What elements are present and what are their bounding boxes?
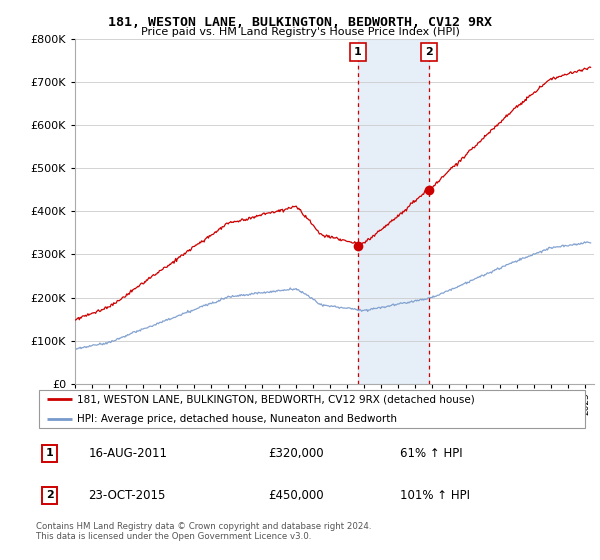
Text: 1: 1 <box>46 449 53 458</box>
Text: 23-OCT-2015: 23-OCT-2015 <box>88 489 166 502</box>
Text: 61% ↑ HPI: 61% ↑ HPI <box>400 447 463 460</box>
Text: HPI: Average price, detached house, Nuneaton and Bedworth: HPI: Average price, detached house, Nune… <box>77 414 397 424</box>
Text: Price paid vs. HM Land Registry's House Price Index (HPI): Price paid vs. HM Land Registry's House … <box>140 27 460 37</box>
Text: 1: 1 <box>354 47 362 57</box>
Text: 101% ↑ HPI: 101% ↑ HPI <box>400 489 470 502</box>
FancyBboxPatch shape <box>39 390 585 428</box>
Text: 181, WESTON LANE, BULKINGTON, BEDWORTH, CV12 9RX (detached house): 181, WESTON LANE, BULKINGTON, BEDWORTH, … <box>77 394 475 404</box>
Text: 181, WESTON LANE, BULKINGTON, BEDWORTH, CV12 9RX: 181, WESTON LANE, BULKINGTON, BEDWORTH, … <box>108 16 492 29</box>
Text: 2: 2 <box>46 491 53 500</box>
Text: £320,000: £320,000 <box>268 447 323 460</box>
Text: Contains HM Land Registry data © Crown copyright and database right 2024.
This d: Contains HM Land Registry data © Crown c… <box>36 522 371 542</box>
Bar <box>358 39 429 384</box>
Text: 2: 2 <box>425 47 433 57</box>
Text: £450,000: £450,000 <box>268 489 323 502</box>
Text: 16-AUG-2011: 16-AUG-2011 <box>88 447 167 460</box>
